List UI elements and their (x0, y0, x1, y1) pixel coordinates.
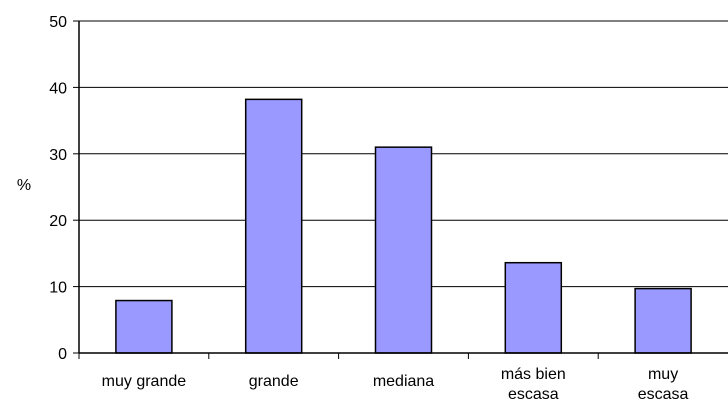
bar (634, 287, 692, 354)
bars (115, 98, 692, 354)
x-category-label: mediana (373, 373, 434, 390)
axes (73, 20, 728, 359)
x-category-label: grande (249, 373, 299, 390)
bar (244, 98, 303, 354)
y-tick-label: 20 (49, 213, 67, 230)
y-tick-label: 50 (49, 14, 67, 31)
x-category-label: muy grande (102, 373, 187, 390)
y-tick-label: 30 (49, 147, 67, 164)
y-tick-labels: 0 10 20 30 40 50 (49, 14, 67, 363)
y-tick-label: 40 (49, 80, 67, 97)
y-axis-title: % (17, 177, 31, 194)
x-category-label: muy escasa (638, 366, 689, 403)
y-tick-label: 10 (49, 280, 67, 297)
bar (374, 146, 433, 354)
x-category-labels: muy grande grande mediana más bien escasa muy… (102, 366, 689, 403)
x-category-label: más bien escasa (501, 366, 566, 403)
bar (504, 261, 563, 354)
bar (115, 299, 173, 354)
y-tick-label: 0 (58, 346, 67, 363)
